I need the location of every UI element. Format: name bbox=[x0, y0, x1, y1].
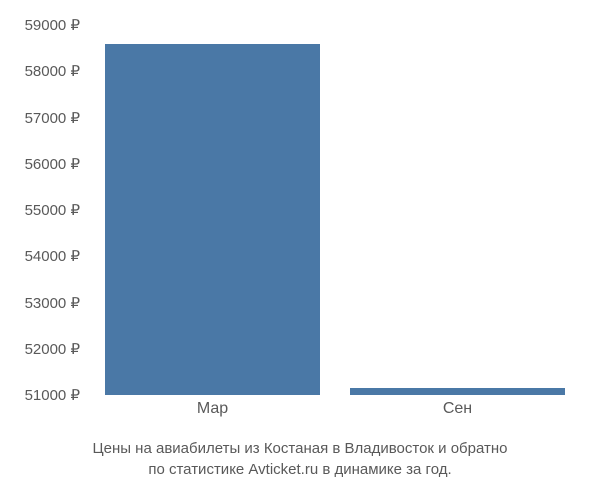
caption-line-1: Цены на авиабилеты из Костаная в Владиво… bbox=[0, 438, 600, 459]
caption-line-2: по статистике Avticket.ru в динамике за … bbox=[0, 459, 600, 480]
y-tick-label: 51000 ₽ bbox=[25, 386, 80, 404]
x-tick-label: Сен bbox=[443, 400, 472, 418]
y-tick-label: 58000 ₽ bbox=[25, 62, 80, 80]
y-tick-label: 54000 ₽ bbox=[25, 247, 80, 265]
y-axis: 51000 ₽52000 ₽53000 ₽54000 ₽55000 ₽56000… bbox=[0, 25, 85, 395]
bars-container bbox=[90, 25, 580, 395]
y-tick-label: 55000 ₽ bbox=[25, 201, 80, 219]
chart-caption: Цены на авиабилеты из Костаная в Владиво… bbox=[0, 438, 600, 480]
y-tick-label: 52000 ₽ bbox=[25, 340, 80, 358]
x-axis-labels: Мар Сен bbox=[90, 400, 580, 430]
x-tick-label: Мар bbox=[197, 400, 228, 418]
bar bbox=[105, 44, 321, 396]
bar bbox=[350, 388, 566, 395]
y-tick-label: 56000 ₽ bbox=[25, 155, 80, 173]
y-tick-label: 59000 ₽ bbox=[25, 16, 80, 34]
chart-plot-area bbox=[90, 25, 580, 395]
y-tick-label: 53000 ₽ bbox=[25, 294, 80, 312]
y-tick-label: 57000 ₽ bbox=[25, 109, 80, 127]
